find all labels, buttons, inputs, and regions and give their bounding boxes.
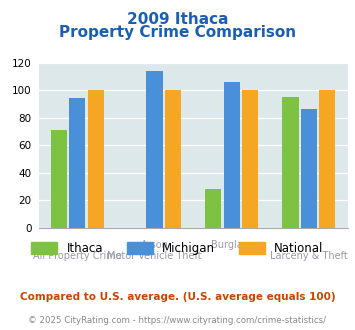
Bar [205, 189, 222, 228]
Bar [242, 90, 258, 228]
Bar [224, 82, 240, 228]
Bar [51, 130, 67, 228]
Bar [88, 90, 104, 228]
Bar [301, 110, 317, 228]
Text: © 2025 CityRating.com - https://www.cityrating.com/crime-statistics/: © 2025 CityRating.com - https://www.city… [28, 316, 327, 325]
Bar [319, 90, 335, 228]
Text: Larceny & Theft: Larceny & Theft [270, 251, 348, 261]
Text: Burglary: Burglary [211, 240, 252, 250]
Text: Motor Vehicle Theft: Motor Vehicle Theft [107, 251, 202, 261]
Bar [283, 97, 299, 228]
Text: Arson: Arson [141, 240, 168, 250]
Text: All Property Crime: All Property Crime [33, 251, 122, 261]
Text: Compared to U.S. average. (U.S. average equals 100): Compared to U.S. average. (U.S. average … [20, 292, 335, 302]
Bar [165, 90, 181, 228]
Text: Property Crime Comparison: Property Crime Comparison [59, 25, 296, 40]
Text: 2009 Ithaca: 2009 Ithaca [127, 12, 228, 26]
Bar [146, 71, 163, 228]
Bar [69, 98, 86, 228]
Legend: Ithaca, Michigan, National: Ithaca, Michigan, National [27, 237, 328, 260]
